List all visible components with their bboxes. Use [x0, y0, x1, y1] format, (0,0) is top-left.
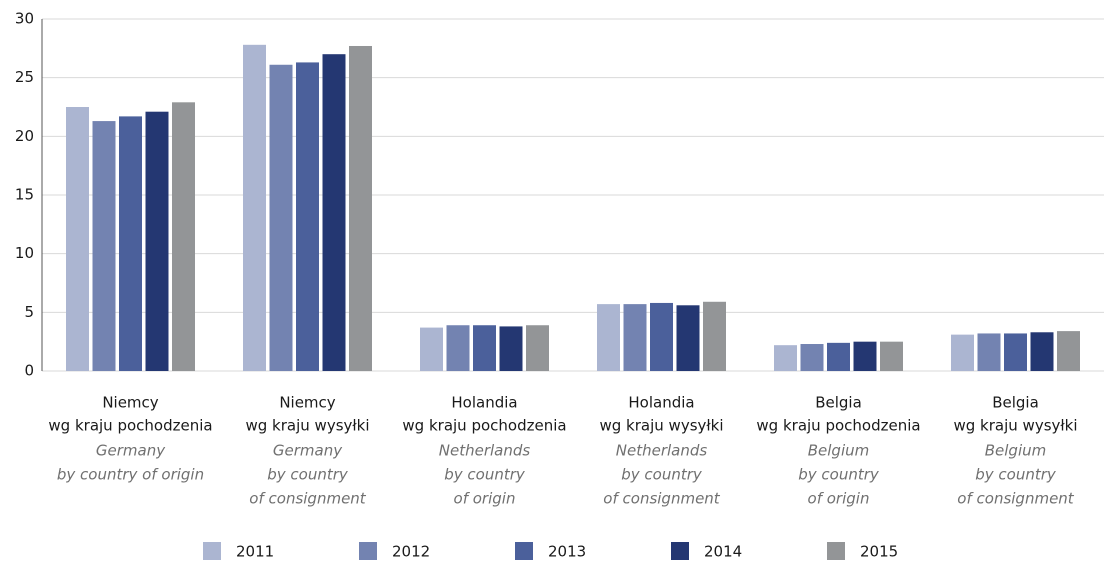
bar [1057, 331, 1080, 371]
bar [650, 302, 673, 371]
x-tick-label: Niemcy [102, 394, 158, 412]
bar [145, 111, 169, 372]
x-tick-label-en: by country [621, 466, 703, 484]
bar [243, 44, 266, 372]
bar [977, 333, 1001, 371]
x-tick-label: Holandia [451, 394, 517, 412]
bar [269, 64, 293, 371]
x-tick-label-en: Germany [273, 442, 343, 460]
x-tick-label-en: of consignment [249, 490, 367, 508]
x-tick-label: wg kraju pochodzenia [402, 417, 566, 435]
legend-swatch [359, 542, 377, 560]
bar [349, 45, 372, 372]
x-tick-label: wg kraju pochodzenia [48, 417, 212, 435]
legend-swatch [203, 542, 221, 560]
x-tick-label: wg kraju wysyłki [246, 417, 370, 435]
y-tick-label: 30 [15, 10, 34, 28]
x-tick-label: wg kraju wysyłki [600, 417, 724, 435]
bar [420, 327, 443, 371]
bar [322, 54, 346, 371]
x-tick-label-en: by country [267, 466, 349, 484]
bar [880, 341, 903, 371]
bar [172, 102, 195, 371]
x-tick-label-en: of origin [808, 490, 870, 508]
x-tick-label-en: of consignment [603, 490, 721, 508]
bar [66, 107, 89, 371]
x-tick-label-en: of origin [454, 490, 516, 508]
y-tick-label: 5 [24, 303, 34, 321]
legend-swatch [515, 542, 533, 560]
y-tick-label: 15 [15, 186, 34, 204]
x-tick-label-en: by country of origin [57, 466, 204, 484]
bar [296, 62, 319, 372]
legend-label: 2014 [704, 543, 742, 561]
bar [119, 116, 142, 372]
legend-swatch [671, 542, 689, 560]
y-tick-label: 0 [24, 362, 34, 380]
bar [1030, 332, 1054, 371]
bar [853, 341, 877, 371]
x-tick-label: Holandia [628, 394, 694, 412]
bar [446, 325, 470, 371]
legend-label: 2015 [860, 543, 898, 561]
x-tick-label-en: Germany [96, 442, 166, 460]
x-tick-label-en: Netherlands [439, 442, 531, 460]
bar [473, 325, 496, 371]
legend-swatch [827, 542, 845, 560]
bar [774, 345, 797, 371]
bar [827, 342, 850, 371]
legend-label: 2012 [392, 543, 430, 561]
x-tick-label: wg kraju wysyłki [954, 417, 1078, 435]
bar [623, 304, 647, 371]
legend-label: 2013 [548, 543, 586, 561]
x-tick-label: Belgia [815, 394, 862, 412]
y-tick-label: 10 [15, 244, 34, 262]
x-tick-label-en: by country [444, 466, 526, 484]
x-tick-label-en: by country [798, 466, 880, 484]
bar [800, 344, 824, 371]
bar [526, 325, 549, 371]
bar [597, 304, 620, 371]
legend-label: 2011 [236, 543, 274, 561]
y-tick-label: 20 [15, 127, 34, 145]
x-tick-label: Niemcy [279, 394, 335, 412]
bar [951, 334, 974, 371]
y-tick-label: 25 [15, 68, 34, 86]
bar [1004, 333, 1027, 371]
x-tick-label-en: Netherlands [616, 442, 708, 460]
x-tick-label: Belgia [992, 394, 1039, 412]
x-tick-label-en: Belgium [808, 442, 870, 460]
bar [703, 301, 726, 371]
x-tick-label-en: Belgium [985, 442, 1047, 460]
bar [676, 305, 700, 371]
bar [92, 121, 116, 371]
bar [499, 326, 523, 371]
x-tick-label: wg kraju pochodzenia [756, 417, 920, 435]
x-tick-label-en: by country [975, 466, 1057, 484]
x-tick-label-en: of consignment [957, 490, 1075, 508]
